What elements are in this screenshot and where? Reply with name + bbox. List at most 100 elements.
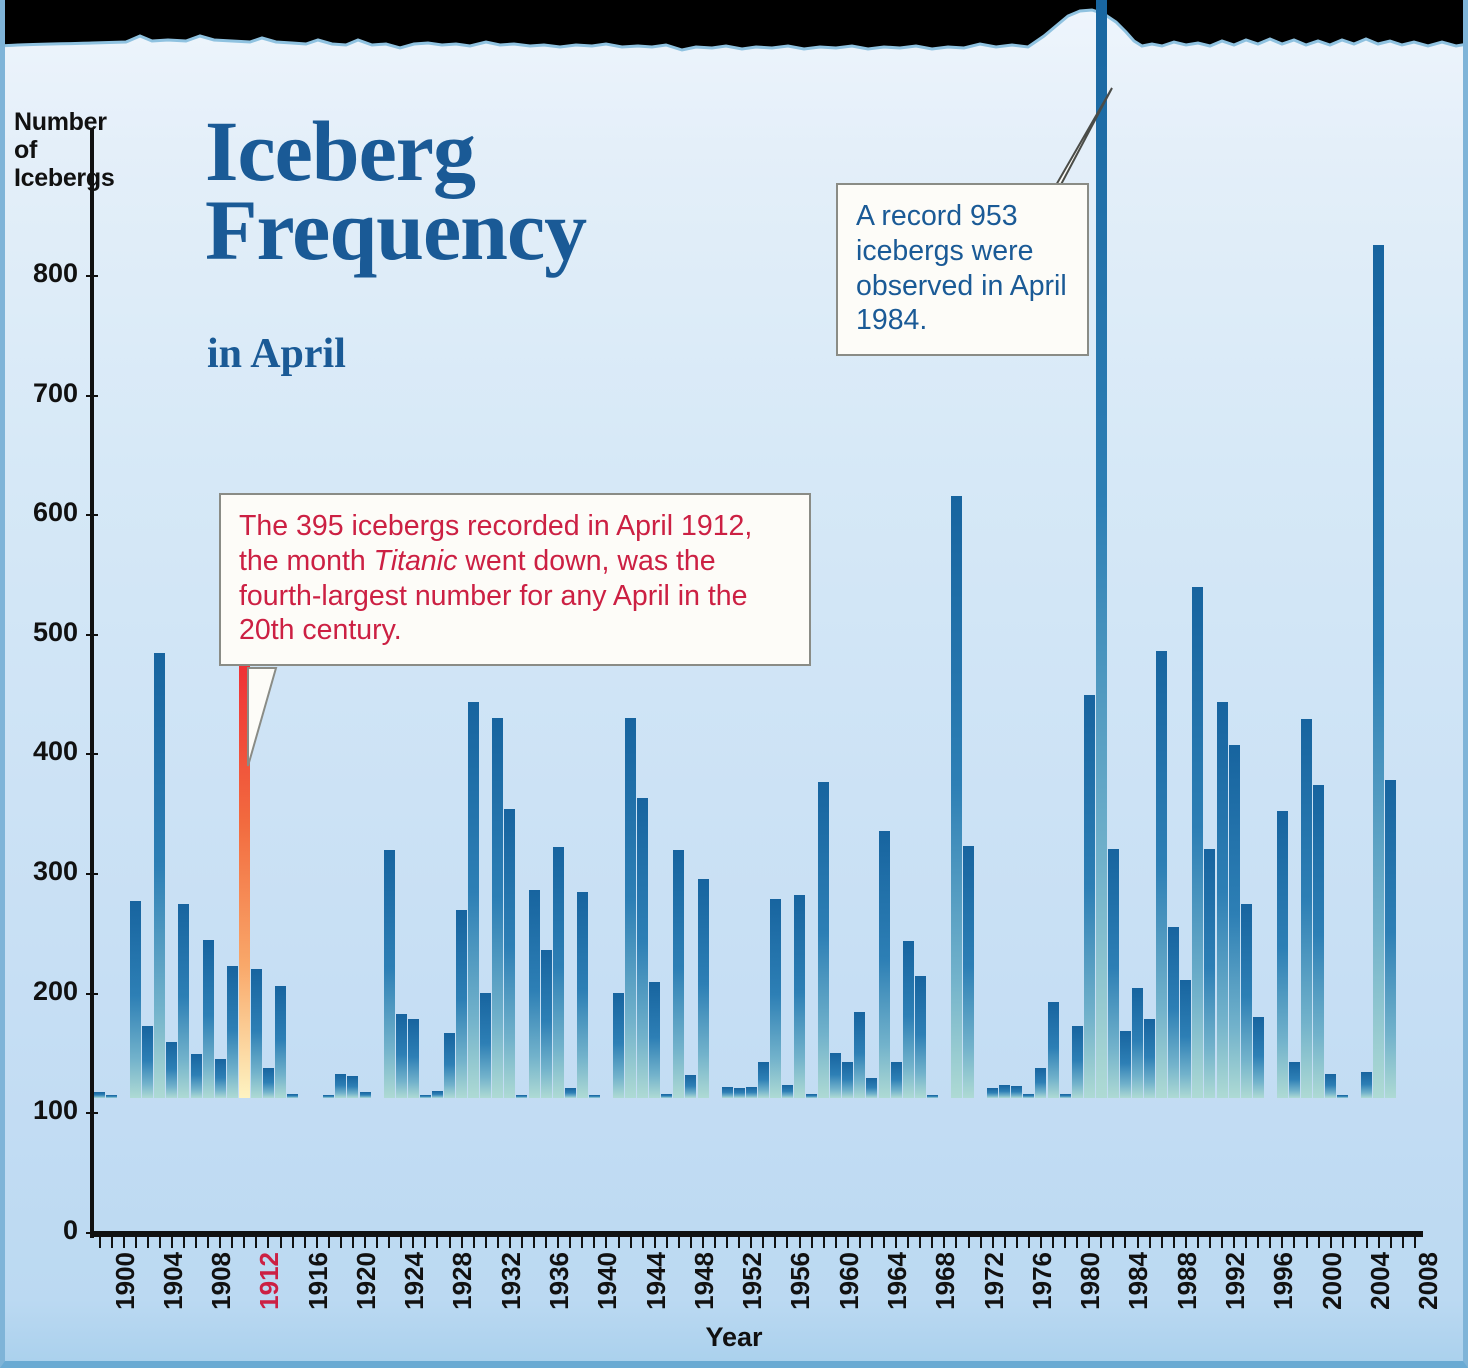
bar-1916 bbox=[287, 1094, 299, 1098]
bar-1983 bbox=[1095, 0, 1107, 1098]
bar-1927 bbox=[419, 1095, 431, 1098]
x-tick-1941 bbox=[593, 1237, 596, 1248]
bar-1980 bbox=[1059, 1094, 1071, 1098]
y-axis-title: Number of Icebergs bbox=[14, 108, 115, 192]
x-tick-1911 bbox=[231, 1237, 234, 1248]
x-tick-1920 bbox=[339, 1237, 342, 1248]
x-tick-1989 bbox=[1172, 1237, 1175, 1248]
titanic-ship-name: Titanic bbox=[373, 544, 458, 577]
chart-title: Iceberg Frequency bbox=[205, 108, 587, 273]
bar-1907 bbox=[178, 904, 190, 1098]
bar-1941 bbox=[588, 1095, 600, 1098]
bar-1930 bbox=[456, 910, 468, 1098]
x-tick-label-1924: 1924 bbox=[399, 1252, 430, 1310]
record-annotation-callout: A record 953 icebergs were observed in A… bbox=[836, 183, 1089, 357]
x-tick-1958 bbox=[798, 1237, 801, 1248]
x-tick-1982 bbox=[1088, 1237, 1091, 1248]
bar-1992 bbox=[1204, 849, 1216, 1098]
x-tick-1959 bbox=[810, 1237, 813, 1248]
bar-1974 bbox=[987, 1088, 999, 1098]
x-tick-1991 bbox=[1196, 1237, 1199, 1248]
x-tick-label-1920: 1920 bbox=[350, 1252, 381, 1310]
bar-1901 bbox=[106, 1095, 118, 1098]
x-tick-1908 bbox=[195, 1237, 198, 1248]
x-tick-1916 bbox=[291, 1237, 294, 1248]
x-tick-1917 bbox=[303, 1237, 306, 1248]
bar-1978 bbox=[1035, 1068, 1047, 1098]
bar-1945 bbox=[637, 797, 649, 1098]
bar-1963 bbox=[854, 1011, 866, 1098]
x-tick-1955 bbox=[762, 1237, 765, 1248]
bar-1937 bbox=[540, 949, 552, 1098]
bar-1919 bbox=[323, 1095, 335, 1098]
x-tick-2004 bbox=[1353, 1237, 1356, 1248]
bar-1958 bbox=[794, 894, 806, 1098]
bar-1944 bbox=[625, 717, 637, 1098]
x-tick-1962 bbox=[846, 1237, 849, 1248]
x-tick-label-2004: 2004 bbox=[1364, 1252, 1395, 1310]
x-tick-1944 bbox=[629, 1237, 632, 1248]
x-tick-label-1964: 1964 bbox=[881, 1252, 912, 1310]
x-tick-1907 bbox=[182, 1237, 185, 1248]
x-tick-1987 bbox=[1148, 1237, 1151, 1248]
x-tick-1930 bbox=[460, 1237, 463, 1248]
x-tick-1923 bbox=[376, 1237, 379, 1248]
x-tick-1957 bbox=[786, 1237, 789, 1248]
x-tick-1974 bbox=[991, 1237, 994, 1248]
bar-1924 bbox=[383, 850, 395, 1098]
bar-1949 bbox=[685, 1075, 697, 1098]
x-tick-1977 bbox=[1027, 1237, 1030, 1248]
y-axis-title-line3: Icebergs bbox=[14, 164, 115, 192]
x-tick-1912 bbox=[243, 1237, 246, 1248]
x-tick-1943 bbox=[617, 1237, 620, 1248]
y-tick-label-400: 400 bbox=[32, 736, 78, 767]
x-tick-label-1992: 1992 bbox=[1219, 1252, 1250, 1310]
x-tick-1981 bbox=[1076, 1237, 1079, 1248]
titanic-annotation-callout: The 395 icebergs recorded in April 1912,… bbox=[219, 493, 811, 667]
y-axis-title-line2: of bbox=[14, 136, 37, 164]
bar-1908 bbox=[190, 1053, 202, 1098]
bar-1952 bbox=[721, 1087, 733, 1098]
x-tick-2006 bbox=[1377, 1237, 1380, 1248]
y-tick-200 bbox=[86, 992, 98, 995]
bar-1957 bbox=[781, 1084, 793, 1098]
bar-1950 bbox=[697, 879, 709, 1098]
bar-1999 bbox=[1288, 1062, 1300, 1098]
x-tick-2005 bbox=[1365, 1237, 1368, 1248]
bar-1911 bbox=[226, 966, 238, 1098]
x-tick-1985 bbox=[1124, 1237, 1127, 1248]
bar-1988 bbox=[1156, 650, 1168, 1098]
x-tick-1992 bbox=[1208, 1237, 1211, 1248]
bar-1961 bbox=[830, 1052, 842, 1098]
x-tick-2002 bbox=[1329, 1237, 1332, 1248]
bar-1905 bbox=[154, 652, 166, 1098]
x-tick-1942 bbox=[605, 1237, 608, 1248]
x-tick-label-1944: 1944 bbox=[640, 1252, 671, 1310]
bar-2000 bbox=[1301, 718, 1312, 1098]
bar-1965 bbox=[878, 831, 890, 1098]
y-tick-100 bbox=[86, 1112, 98, 1115]
x-tick-1952 bbox=[726, 1237, 729, 1248]
x-tick-1901 bbox=[110, 1237, 113, 1248]
x-tick-label-1980: 1980 bbox=[1075, 1252, 1106, 1310]
x-tick-1950 bbox=[702, 1237, 704, 1248]
x-tick-label-1948: 1948 bbox=[688, 1252, 719, 1310]
x-tick-1996 bbox=[1257, 1237, 1260, 1248]
bar-1929 bbox=[444, 1033, 456, 1098]
x-tick-1998 bbox=[1281, 1237, 1284, 1248]
x-tick-2007 bbox=[1389, 1237, 1392, 1248]
bar-1956 bbox=[769, 899, 781, 1098]
x-tick-label-2000: 2000 bbox=[1316, 1252, 1347, 1310]
x-tick-label-1988: 1988 bbox=[1171, 1252, 1202, 1310]
y-tick-700 bbox=[86, 394, 98, 397]
bar-1938 bbox=[552, 846, 564, 1098]
bar-1960 bbox=[818, 782, 830, 1098]
x-tick-label-1936: 1936 bbox=[544, 1252, 575, 1310]
x-tick-1978 bbox=[1039, 1237, 1042, 1248]
x-tick-1909 bbox=[207, 1237, 210, 1248]
bar-1946 bbox=[649, 981, 661, 1098]
bar-1967 bbox=[902, 941, 914, 1098]
x-tick-1937 bbox=[545, 1237, 548, 1248]
x-tick-1961 bbox=[834, 1237, 837, 1248]
x-tick-1994 bbox=[1233, 1237, 1236, 1248]
